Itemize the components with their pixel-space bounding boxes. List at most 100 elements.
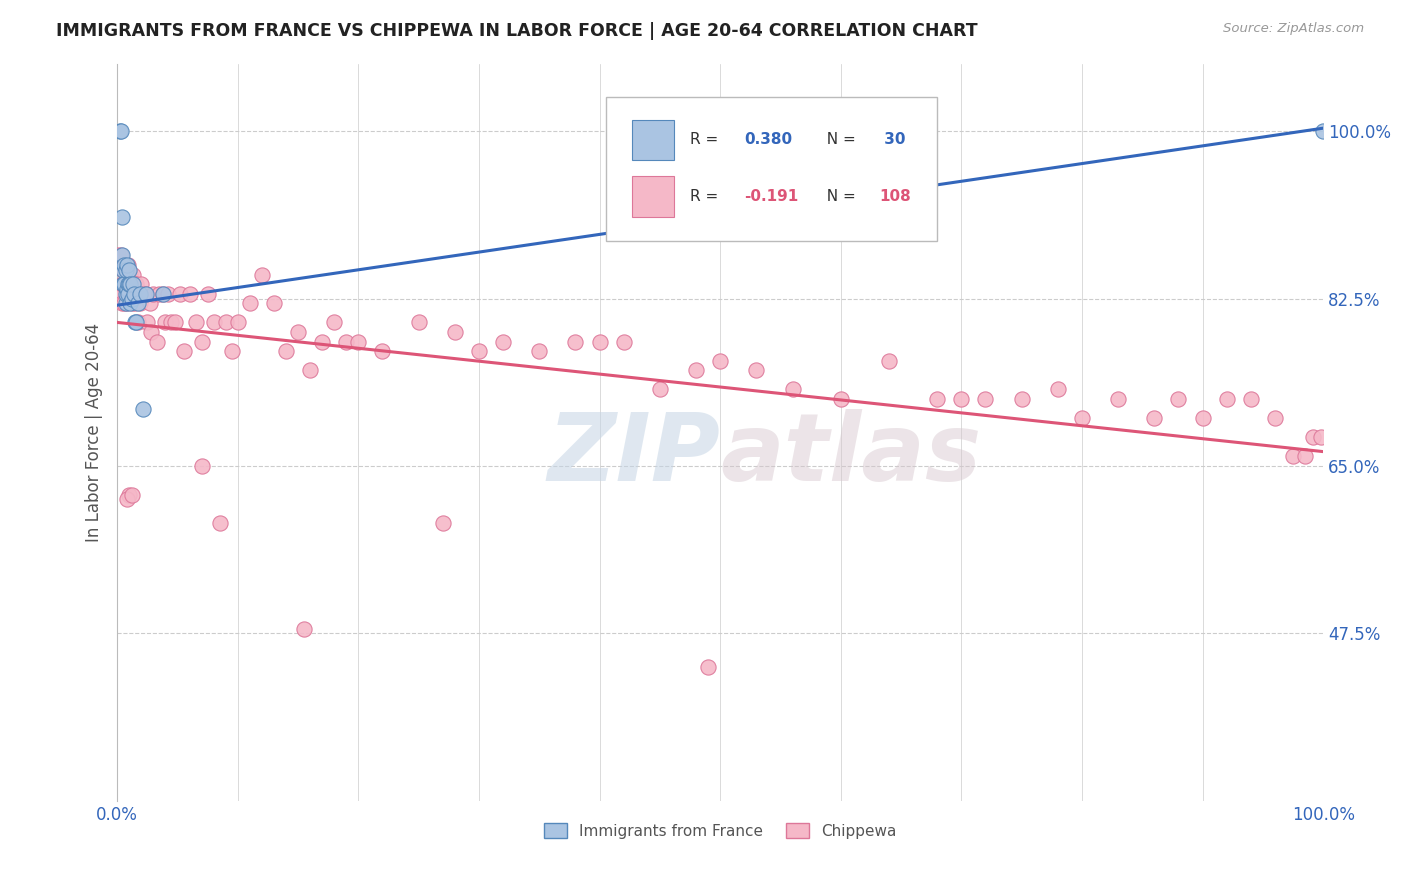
Point [950, 392, 973, 406]
Point [115, 282, 138, 296]
Point [1143, 411, 1166, 425]
Point [1302, 430, 1324, 444]
Point [287, 325, 309, 339]
Point [782, 383, 804, 397]
Point [118, 262, 141, 277]
Point [131, 401, 153, 416]
Point [118, 277, 141, 292]
Point [190, 458, 212, 473]
Point [121, 277, 143, 292]
Point [197, 286, 219, 301]
Point [114, 277, 136, 292]
Point [128, 286, 150, 301]
Point [1312, 124, 1334, 138]
Point [125, 277, 148, 292]
Point [110, 286, 132, 301]
Point [108, 124, 131, 138]
Point [173, 344, 195, 359]
Text: N =: N = [817, 132, 860, 147]
Point [263, 296, 285, 310]
Point [221, 344, 243, 359]
Point [1191, 411, 1213, 425]
Point [529, 344, 551, 359]
Point [121, 296, 143, 310]
Point [111, 277, 134, 292]
Point [323, 315, 346, 329]
Point [152, 286, 174, 301]
Point [118, 277, 141, 292]
Point [1309, 430, 1331, 444]
Point [215, 315, 238, 329]
Text: 30: 30 [879, 132, 905, 147]
Point [112, 277, 135, 292]
Point [1107, 392, 1129, 406]
Point [115, 277, 138, 292]
Point [111, 296, 134, 310]
Bar [633, 120, 675, 161]
Point [299, 363, 322, 377]
Point [120, 286, 142, 301]
Point [122, 286, 145, 301]
Text: ZIP: ZIP [547, 409, 720, 500]
Point [122, 286, 145, 301]
Point [292, 622, 315, 636]
Point [121, 277, 143, 292]
Point [117, 286, 139, 301]
Bar [633, 177, 675, 217]
Point [114, 258, 136, 272]
Point [155, 315, 177, 329]
Point [468, 344, 491, 359]
Point [139, 296, 162, 310]
Point [107, 248, 129, 262]
Point [135, 286, 157, 301]
Point [564, 334, 586, 349]
Point [685, 363, 707, 377]
Text: atlas: atlas [720, 409, 981, 500]
Point [1071, 411, 1094, 425]
Point [179, 286, 201, 301]
Point [274, 344, 297, 359]
Point [118, 277, 141, 292]
Point [118, 488, 141, 502]
Point [124, 315, 146, 329]
Text: N =: N = [817, 189, 860, 204]
Point [156, 286, 179, 301]
Point [697, 660, 720, 674]
Point [121, 292, 143, 306]
Point [588, 334, 610, 349]
Point [160, 315, 183, 329]
Text: IMMIGRANTS FROM FRANCE VS CHIPPEWA IN LABOR FORCE | AGE 20-64 CORRELATION CHART: IMMIGRANTS FROM FRANCE VS CHIPPEWA IN LA… [56, 22, 977, 40]
Point [121, 268, 143, 282]
Point [311, 334, 333, 349]
Point [112, 296, 135, 310]
Point [142, 286, 165, 301]
Point [432, 516, 454, 531]
Point [148, 286, 170, 301]
Point [1167, 392, 1189, 406]
Point [1264, 411, 1286, 425]
Point [830, 392, 852, 406]
Point [146, 334, 169, 349]
Point [347, 334, 370, 349]
Point [136, 315, 159, 329]
Point [184, 315, 207, 329]
Point [877, 353, 900, 368]
Point [1294, 450, 1316, 464]
Point [1046, 383, 1069, 397]
Point [122, 286, 145, 301]
Point [1282, 450, 1305, 464]
Point [613, 334, 636, 349]
Point [112, 262, 135, 277]
Point [121, 488, 143, 502]
Point [111, 210, 134, 224]
Point [129, 296, 152, 310]
Point [190, 334, 212, 349]
Point [335, 334, 357, 349]
Point [114, 262, 136, 277]
Point [121, 277, 143, 292]
Point [202, 315, 225, 329]
Point [974, 392, 997, 406]
Text: Source: ZipAtlas.com: Source: ZipAtlas.com [1223, 22, 1364, 36]
Point [111, 248, 134, 262]
Point [124, 296, 146, 310]
